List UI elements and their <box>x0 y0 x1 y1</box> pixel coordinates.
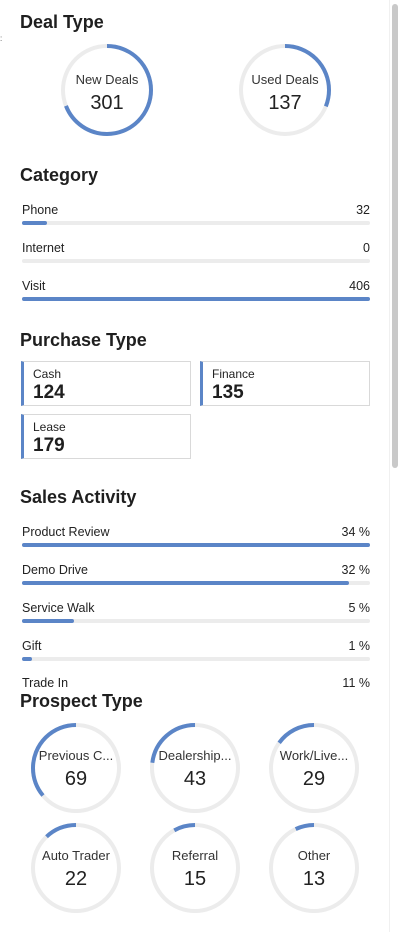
row-value: 32 <box>356 203 370 217</box>
category-row-visit[interactable]: Visit 406 <box>22 279 370 307</box>
gauge-ring <box>150 823 240 913</box>
gauge-value: 15 <box>183 868 207 890</box>
card-value: 179 <box>33 435 65 456</box>
card-label: Lease <box>33 420 66 434</box>
gauge-label: New Deals <box>75 72 139 87</box>
gauge-ring <box>239 44 331 136</box>
scrollbar-thumb[interactable] <box>392 4 398 468</box>
bar-track <box>22 581 370 585</box>
card-lease[interactable]: Lease 179 <box>21 414 191 459</box>
gauge-label: Referral <box>171 848 219 863</box>
row-value: 406 <box>349 279 370 293</box>
gauge-value: 22 <box>64 868 88 890</box>
gauge-ring <box>269 823 359 913</box>
gauge-value: 301 <box>90 92 124 114</box>
bar-fill <box>22 581 350 585</box>
gauge-value: 69 <box>64 768 88 790</box>
row-value: 32 % <box>341 563 371 577</box>
gauge-label: Dealership... <box>158 748 232 763</box>
row-value: 11 % <box>342 676 370 690</box>
category-row-phone[interactable]: Phone 32 <box>22 203 370 231</box>
card-finance[interactable]: Finance 135 <box>200 361 370 406</box>
edge-marker: : <box>0 34 3 43</box>
gauge-previous-customer[interactable]: Previous C... 69 <box>30 722 122 814</box>
card-value: 135 <box>212 382 244 403</box>
bar-track <box>22 259 370 263</box>
gauge-used-deals[interactable]: Used Deals 137 <box>237 42 333 138</box>
row-value: 0 <box>363 241 370 255</box>
row-label: Demo Drive <box>22 563 88 577</box>
bar-track <box>22 657 370 661</box>
row-label: Service Walk <box>22 601 95 615</box>
row-value: 5 % <box>348 601 370 615</box>
bar-fill <box>22 221 48 225</box>
gauge-new-deals[interactable]: New Deals 301 <box>59 42 155 138</box>
gauge-value: 43 <box>183 768 207 790</box>
activity-row-product-review[interactable]: Product Review 34 % <box>22 525 370 553</box>
card-label: Cash <box>33 367 62 381</box>
gauge-dealership[interactable]: Dealership... 43 <box>149 722 241 814</box>
gauge-ring <box>31 823 121 913</box>
bar-fill <box>22 619 75 623</box>
card-cash[interactable]: Cash 124 <box>21 361 191 406</box>
purchase-type-title: Purchase Type <box>20 330 147 350</box>
activity-row-demo-drive[interactable]: Demo Drive 32 % <box>22 563 370 591</box>
bar-fill <box>22 543 370 547</box>
deal-type-title: Deal Type <box>20 12 104 32</box>
gauge-label: Auto Trader <box>42 848 110 863</box>
gauge-label: Previous C... <box>38 748 114 763</box>
prospect-type-title: Prospect Type <box>20 691 147 712</box>
gauge-other[interactable]: Other 13 <box>268 822 360 914</box>
sales-activity-title: Sales Activity <box>20 487 137 507</box>
row-label: Product Review <box>22 525 110 539</box>
bar-track <box>22 221 370 225</box>
bar-track <box>22 297 370 301</box>
gauge-label: Work/Live... <box>279 748 349 763</box>
category-title: Category <box>20 165 99 185</box>
row-label: Phone <box>22 203 59 217</box>
row-label: Gift <box>22 639 42 653</box>
activity-row-gift[interactable]: Gift 1 % <box>22 639 370 667</box>
row-value: 1 % <box>348 639 370 653</box>
gauge-value: 29 <box>302 768 326 790</box>
gauge-work-live[interactable]: Work/Live... 29 <box>268 722 360 814</box>
bar-track <box>22 619 370 623</box>
gauge-ring <box>150 723 240 813</box>
card-label: Finance <box>212 367 255 381</box>
gauge-referral[interactable]: Referral 15 <box>149 822 241 914</box>
category-row-internet[interactable]: Internet 0 <box>22 241 370 269</box>
dashboard-panel: : Deal Type New Deals 301 Used Deals 137… <box>0 12 370 914</box>
gauge-label: Used Deals <box>251 72 319 87</box>
row-label: Visit <box>22 279 46 293</box>
row-label: Internet <box>22 241 65 255</box>
gauge-ring <box>269 723 359 813</box>
gauge-value: 13 <box>302 868 326 890</box>
activity-row-trade-in[interactable]: Trade In 11 % <box>22 676 370 704</box>
gauge-value: 137 <box>268 92 302 114</box>
gauge-label: Other <box>297 848 331 863</box>
gauge-ring <box>31 723 121 813</box>
activity-row-service-walk[interactable]: Service Walk 5 % <box>22 601 370 629</box>
bar-fill <box>22 297 370 301</box>
card-value: 124 <box>33 382 65 403</box>
gauge-auto-trader[interactable]: Auto Trader 22 <box>30 822 122 914</box>
row-value: 34 % <box>341 525 371 539</box>
bar-fill <box>22 657 33 661</box>
row-label: Trade In <box>22 676 69 690</box>
bar-track <box>22 543 370 547</box>
gauge-ring <box>61 44 153 136</box>
